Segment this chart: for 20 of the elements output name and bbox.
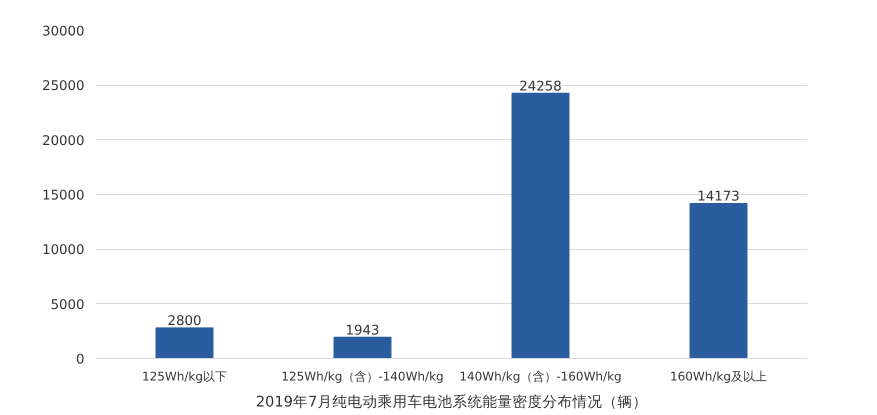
text: 2019年7月纯电动乘用车电池系统能量密度分布情况（辆）	[256, 394, 648, 410]
y-tick-label: 30000	[42, 24, 85, 40]
x-tick-label: 160Wh/kg及以上	[670, 370, 767, 384]
x-tick-label: 140Wh/kg（含）-160Wh/kg	[459, 370, 622, 384]
data-label: 24258	[519, 79, 562, 94]
bar	[334, 336, 392, 358]
data-label: 1943	[346, 323, 380, 338]
bar	[156, 327, 214, 358]
y-tick-label: 0	[76, 352, 85, 368]
x-tick-label: 125Wh/kg（含）-140Wh/kg	[281, 370, 444, 384]
x-tick-label: 125Wh/kg以下	[142, 370, 227, 384]
y-tick-label: 5000	[50, 298, 85, 313]
data-label: 2800	[168, 314, 202, 329]
bar	[690, 203, 748, 358]
y-tick-label: 25000	[42, 79, 85, 94]
data-label: 14173	[697, 190, 740, 205]
y-tick-label: 10000	[42, 243, 85, 258]
bar	[512, 92, 570, 358]
y-tick-label: 15000	[42, 188, 85, 204]
y-tick-label: 20000	[42, 134, 85, 149]
